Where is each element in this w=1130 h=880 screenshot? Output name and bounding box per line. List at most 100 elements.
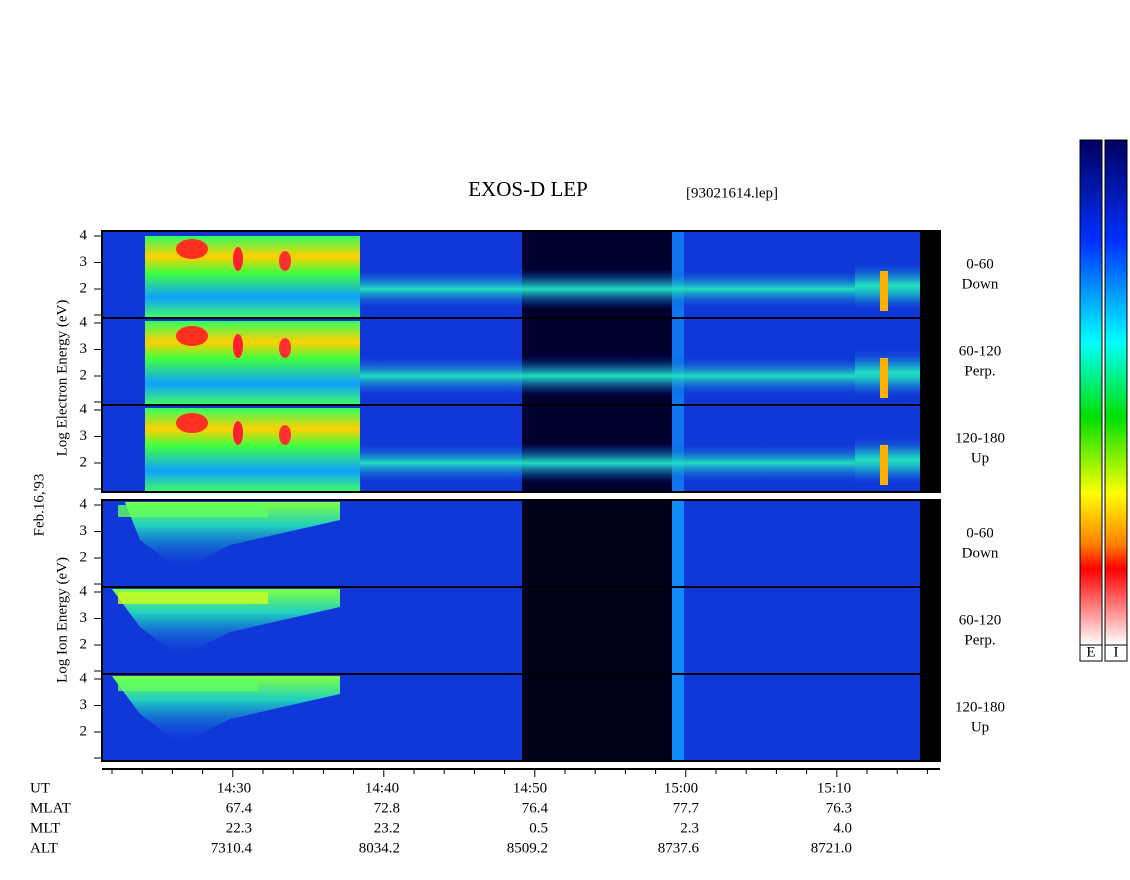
spectrogram-feature [118, 592, 268, 604]
spectrogram-feature [880, 445, 888, 485]
y-tick-label: 3 [80, 428, 88, 444]
ephemeris-value: 2.3 [680, 820, 699, 836]
colorbar-label-box [1104, 644, 1128, 662]
ephemeris-value: 72.8 [374, 800, 400, 816]
y-tick-label: 3 [80, 254, 88, 270]
panel-label: Up [971, 450, 989, 466]
panel-label: Down [962, 276, 999, 292]
spectrogram-feature [279, 425, 291, 445]
spectrogram-end [920, 674, 940, 761]
ephemeris-row-name: UT [30, 780, 50, 796]
ephemeris-value: 14:40 [365, 780, 399, 796]
ephemeris-row-name: ALT [30, 840, 58, 856]
title: EXOS-D LEP [468, 177, 588, 201]
ephemeris-value: 8737.6 [658, 840, 700, 856]
spectrogram-dark-region [522, 674, 672, 761]
ephemeris-value: 23.2 [374, 820, 400, 836]
y-tick-label: 3 [80, 697, 88, 713]
panel-label: 120-180 [955, 430, 1005, 446]
spectrogram-feature [233, 334, 243, 358]
ephemeris-row-name: MLAT [30, 800, 71, 816]
spectrogram-feature [112, 676, 340, 744]
ephemeris-value: 76.3 [826, 800, 852, 816]
panel-label: 60-120 [959, 612, 1002, 628]
spectrogram-feature [112, 589, 340, 657]
ephemeris-value: 4.0 [833, 820, 852, 836]
ephemeris-value: 67.4 [226, 800, 253, 816]
panel-label: 120-180 [955, 699, 1005, 715]
ephemeris-value: 14:30 [217, 780, 251, 796]
panel-label: 60-120 [959, 343, 1002, 359]
y-tick-label: 2 [80, 454, 88, 470]
ephemeris-value: 14:50 [513, 780, 547, 796]
spectrogram-end [920, 231, 940, 318]
electron-axis-label: Log Electron Energy (eV) [54, 300, 70, 457]
ephemeris-value: 7310.4 [211, 840, 253, 856]
spectrogram-dark-region [522, 587, 672, 674]
panel-label: Perp. [964, 632, 995, 648]
spectrogram-band [360, 443, 920, 483]
spectrogram-dark-region [522, 500, 672, 587]
panel-label: 0-60 [966, 256, 994, 272]
panel-label: Perp. [964, 363, 995, 379]
y-tick-label: 3 [80, 341, 88, 357]
y-tick-label: 4 [80, 314, 88, 330]
colorbar [1104, 139, 1128, 646]
panel-label: 0-60 [966, 525, 994, 541]
spectrogram-band [360, 269, 920, 309]
y-tick-label: 2 [80, 280, 88, 296]
spectrogram-band [360, 356, 920, 396]
spectrogram-feature [118, 505, 268, 517]
spectrogram-feature [118, 679, 258, 691]
ephemeris-value: 22.3 [226, 820, 252, 836]
panel-frame [101, 673, 941, 762]
panel-frame [101, 404, 941, 493]
y-tick-label: 4 [80, 670, 88, 686]
date-label: Feb.16,'93 [31, 474, 47, 537]
spectrogram-feature [880, 358, 888, 398]
y-tick-label: 4 [80, 401, 88, 417]
y-tick-label: 2 [80, 549, 88, 565]
spectrogram-feature [233, 247, 243, 271]
ephemeris-value: 77.7 [673, 800, 700, 816]
y-tick-label: 2 [80, 723, 88, 739]
ephemeris-value: 15:10 [817, 780, 851, 796]
panel-label: Up [971, 719, 989, 735]
spectrogram-feature [880, 271, 888, 311]
spectrogram-feature [279, 251, 291, 271]
y-tick-label: 3 [80, 523, 88, 539]
y-tick-label: 2 [80, 367, 88, 383]
ephemeris-row-name: MLT [30, 820, 60, 836]
spectrogram-feature [233, 421, 243, 445]
colorbar-label-box [1079, 644, 1103, 662]
ephemeris-value: 8509.2 [507, 840, 548, 856]
ephemeris-value: 8721.0 [811, 840, 852, 856]
spectrogram-feature [125, 502, 340, 570]
spectrogram-stripe [672, 674, 684, 761]
y-tick-label: 4 [80, 227, 88, 243]
colorbar-label: E [1086, 644, 1095, 660]
spectrogram-end [920, 500, 940, 587]
y-tick-label: 4 [80, 583, 88, 599]
spectrogram-feature [176, 239, 208, 259]
ephemeris-value: 0.5 [529, 820, 548, 836]
spectrogram-stripe [672, 500, 684, 587]
spectrogram-end [920, 405, 940, 492]
spectrogram-end [920, 587, 940, 674]
spectrogram-feature [176, 326, 208, 346]
spectrogram-feature [176, 413, 208, 433]
filename: [93021614.lep] [686, 185, 778, 201]
spectrogram-feature [279, 338, 291, 358]
ion-axis-label: Log Ion Energy (eV) [54, 557, 70, 683]
panel-label: Down [962, 545, 999, 561]
y-tick-label: 3 [80, 610, 88, 626]
colorbar [1079, 139, 1103, 646]
ephemeris-value: 76.4 [522, 800, 549, 816]
y-tick-label: 2 [80, 636, 88, 652]
colorbar-label: I [1114, 644, 1119, 660]
ephemeris-value: 15:00 [664, 780, 698, 796]
y-tick-label: 4 [80, 496, 88, 512]
spectrogram-stripe [672, 587, 684, 674]
spectrogram-end [920, 318, 940, 405]
